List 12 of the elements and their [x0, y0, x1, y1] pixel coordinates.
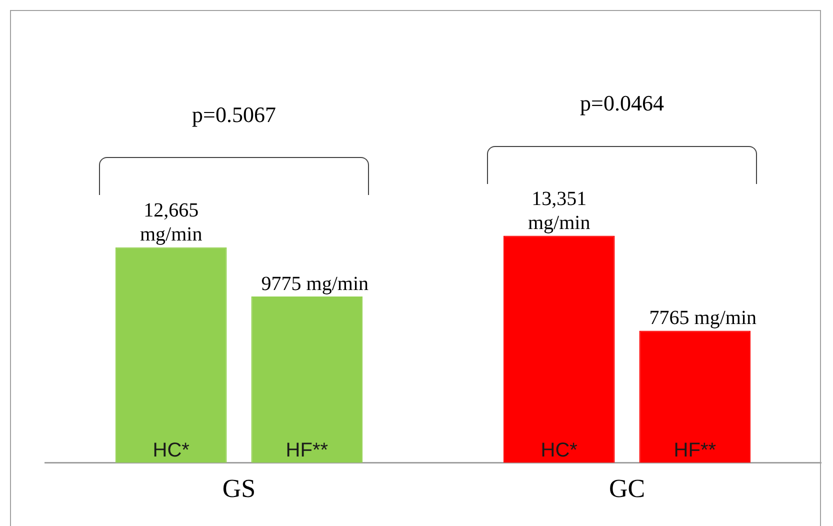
- text: p=0.5067: [192, 102, 276, 128]
- data-label: 13,351 mg/min: [528, 188, 590, 234]
- data-label: 12,665 mg/min: [140, 200, 202, 246]
- data-label: 9775 mg/min: [261, 272, 369, 295]
- series-label: HC*: [152, 439, 190, 462]
- x-tick-label: GC: [608, 474, 646, 504]
- text: HC*: [540, 439, 578, 462]
- data-label: 7765 mg/min: [649, 306, 757, 329]
- text: HF**: [674, 439, 716, 462]
- text: p=0.0464: [580, 90, 664, 116]
- x-tick-label: GS: [222, 474, 256, 504]
- series-label: HF**: [286, 439, 328, 462]
